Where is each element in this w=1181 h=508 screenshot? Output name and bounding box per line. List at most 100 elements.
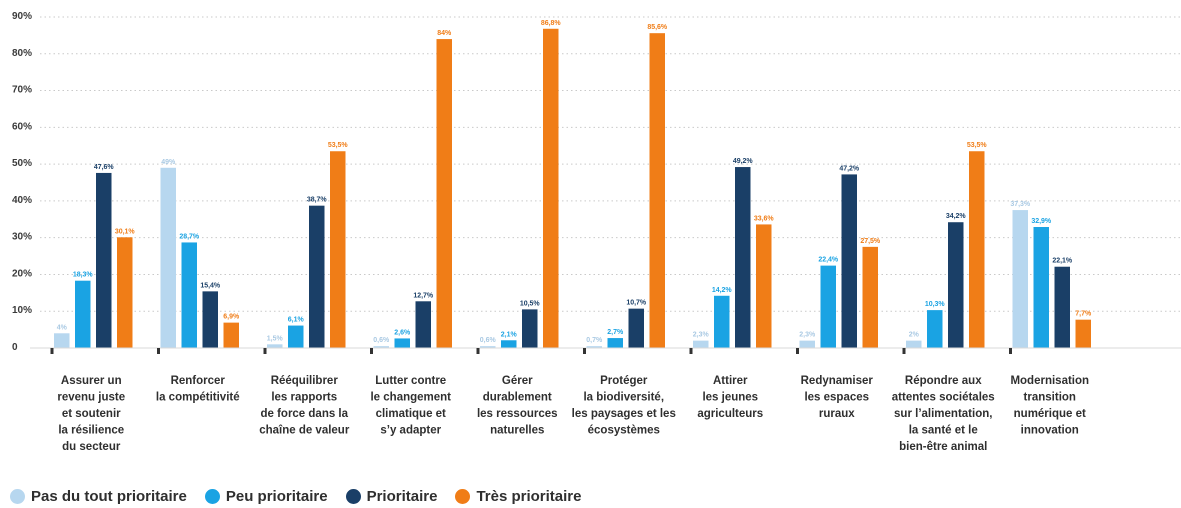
bar: [862, 246, 878, 348]
data-label: 53,5%: [967, 142, 988, 149]
bar: [649, 33, 665, 348]
bar: [628, 308, 644, 348]
bar: [969, 151, 985, 348]
data-label: 18,3%: [73, 272, 94, 279]
data-label: 14,2%: [712, 287, 733, 294]
bar: [330, 151, 346, 348]
data-label: 33,6%: [754, 215, 775, 222]
x-tick-mark: [796, 348, 799, 354]
data-label: 4%: [57, 324, 68, 331]
bar: [948, 222, 964, 348]
bar: [841, 174, 857, 348]
bar: [1075, 319, 1091, 348]
bar: [735, 167, 751, 348]
bar: [543, 28, 559, 348]
data-label: 1,5%: [267, 335, 284, 342]
data-label: 34,2%: [946, 213, 967, 220]
y-tick-label: 40%: [12, 195, 32, 206]
bar: [202, 291, 218, 348]
bar: [223, 322, 239, 348]
bar: [1054, 266, 1070, 348]
bar: [394, 338, 410, 348]
bar: [1012, 210, 1028, 348]
category-label: Lutter contre le changement climatique et s…: [370, 375, 451, 437]
bar: [1033, 227, 1049, 348]
data-label: 86,8%: [541, 20, 562, 27]
data-label: 30,1%: [115, 228, 136, 235]
bar: [693, 340, 709, 348]
bar: [117, 237, 133, 348]
data-label: 49%: [161, 159, 176, 166]
x-tick-mark: [476, 348, 480, 354]
bar: [480, 346, 496, 348]
legend-label: Prioritaire: [366, 488, 438, 505]
bars: [54, 28, 1091, 349]
y-tick-label: 70%: [12, 85, 32, 96]
data-label: 28,7%: [179, 233, 200, 240]
category-label: Protéger la biodiversité, les paysages et …: [572, 375, 676, 437]
data-label: 2,6%: [394, 329, 411, 336]
x-tick-mark: [370, 348, 373, 354]
x-tick-mark: [157, 348, 160, 354]
data-label: 6,9%: [223, 314, 240, 321]
legend: Pas du tout prioritaire Peu prioritaire Pr…: [10, 488, 581, 505]
x-axis: Assurer un revenu juste et soutenir la rési…: [30, 347, 1181, 453]
data-label: 12,7%: [413, 292, 434, 299]
bar: [267, 344, 283, 348]
data-label: 85,6%: [647, 24, 668, 31]
data-label: 27,5%: [860, 238, 881, 245]
legend-label: Pas du tout prioritaire: [31, 488, 187, 505]
data-label: 47,2%: [839, 165, 860, 172]
bar: [799, 340, 815, 348]
bar: [96, 172, 112, 348]
data-label: 10,3%: [925, 301, 946, 308]
data-label: 2,7%: [607, 329, 624, 336]
data-label: 2%: [909, 332, 920, 339]
category-label: Assurer un revenu juste et soutenir la rési…: [57, 375, 125, 453]
data-label: 10,5%: [520, 300, 541, 307]
y-tick-label: 0: [12, 342, 18, 353]
bar: [181, 242, 197, 348]
y-tick-label: 80%: [12, 48, 32, 59]
legend-item: Peu prioritaire: [204, 488, 328, 505]
y-tick-label: 50%: [12, 158, 32, 169]
legend-swatch: [204, 489, 220, 504]
data-label: 2,1%: [501, 331, 518, 338]
bar: [288, 325, 304, 348]
bar: [820, 265, 836, 348]
category-label: Attirer les jeunes agriculteurs: [697, 375, 763, 420]
data-label: 15,4%: [200, 282, 221, 289]
x-tick-mark: [583, 348, 586, 354]
legend-item: Prioritaire: [345, 488, 438, 505]
data-label: 2,3%: [693, 332, 710, 339]
data-label: 53,5%: [328, 142, 349, 149]
legend-swatch: [455, 489, 471, 504]
legend-label: Peu prioritaire: [225, 488, 328, 505]
bar: [309, 205, 325, 348]
data-label: 10,7%: [626, 300, 647, 307]
data-label: 49,2%: [733, 158, 754, 165]
y-axis: 0 10% 20% 30% 40% 50% 60% 70% 80% 90%: [12, 11, 32, 353]
legend-swatch: [10, 489, 25, 504]
data-label: 0,6%: [373, 337, 390, 344]
bar: [927, 310, 943, 348]
category-label: Gérer durablement les ressources naturelles: [477, 375, 558, 437]
bar: [415, 301, 431, 348]
x-tick-mark: [902, 348, 906, 354]
bar: [607, 338, 623, 348]
y-tick-label: 30%: [12, 232, 32, 243]
data-label: 37,3%: [1010, 201, 1031, 208]
category-label: Répondre aux attentes sociétales sur l’ali…: [892, 375, 995, 453]
y-tick-label: 10%: [12, 305, 32, 316]
bar: [714, 295, 730, 348]
data-label: 0,7%: [586, 337, 603, 344]
bar: [436, 39, 452, 349]
data-label: 38,7%: [307, 197, 328, 204]
bar: [756, 224, 772, 348]
bar: [160, 167, 176, 348]
category-label: Renforcer la compétitivité: [156, 375, 240, 404]
y-tick-label: 20%: [12, 268, 32, 279]
bar: [586, 346, 602, 348]
category-label: Redynamiser les espaces ruraux: [801, 375, 874, 420]
data-label: 32,9%: [1031, 218, 1052, 225]
